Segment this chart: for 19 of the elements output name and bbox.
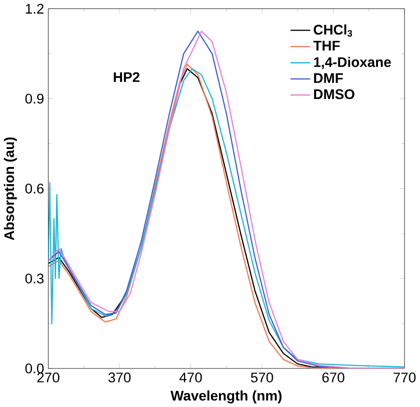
x-tick-label: 770 [394,372,416,382]
y-axis-title: Absorption (au) [4,137,17,240]
x-tick-label: 670 [322,372,344,382]
x-axis-title: Wavelength (nm) [170,390,282,404]
x-tick-label: 370 [108,372,131,382]
legend-label: THF [313,40,340,50]
legend-label: DMF [314,73,343,83]
x-tick-label: 270 [37,372,60,382]
x-tick-label: 470 [179,372,202,382]
y-tick-label: 0.3 [25,273,44,284]
legend-label: CHCl$_{3}$ [314,24,352,37]
x-tick-label: 570 [250,372,274,382]
annotation: HP2 [114,72,140,82]
y-tick-label: 1.2 [26,4,44,14]
legend-label: DMSO [314,89,354,99]
legend-label: 1,4-Dioxane [314,56,391,69]
y-tick-label: 0.0 [25,363,44,374]
y-tick-label: 0.6 [25,184,44,194]
y-tick-label: 0.9 [25,94,44,104]
